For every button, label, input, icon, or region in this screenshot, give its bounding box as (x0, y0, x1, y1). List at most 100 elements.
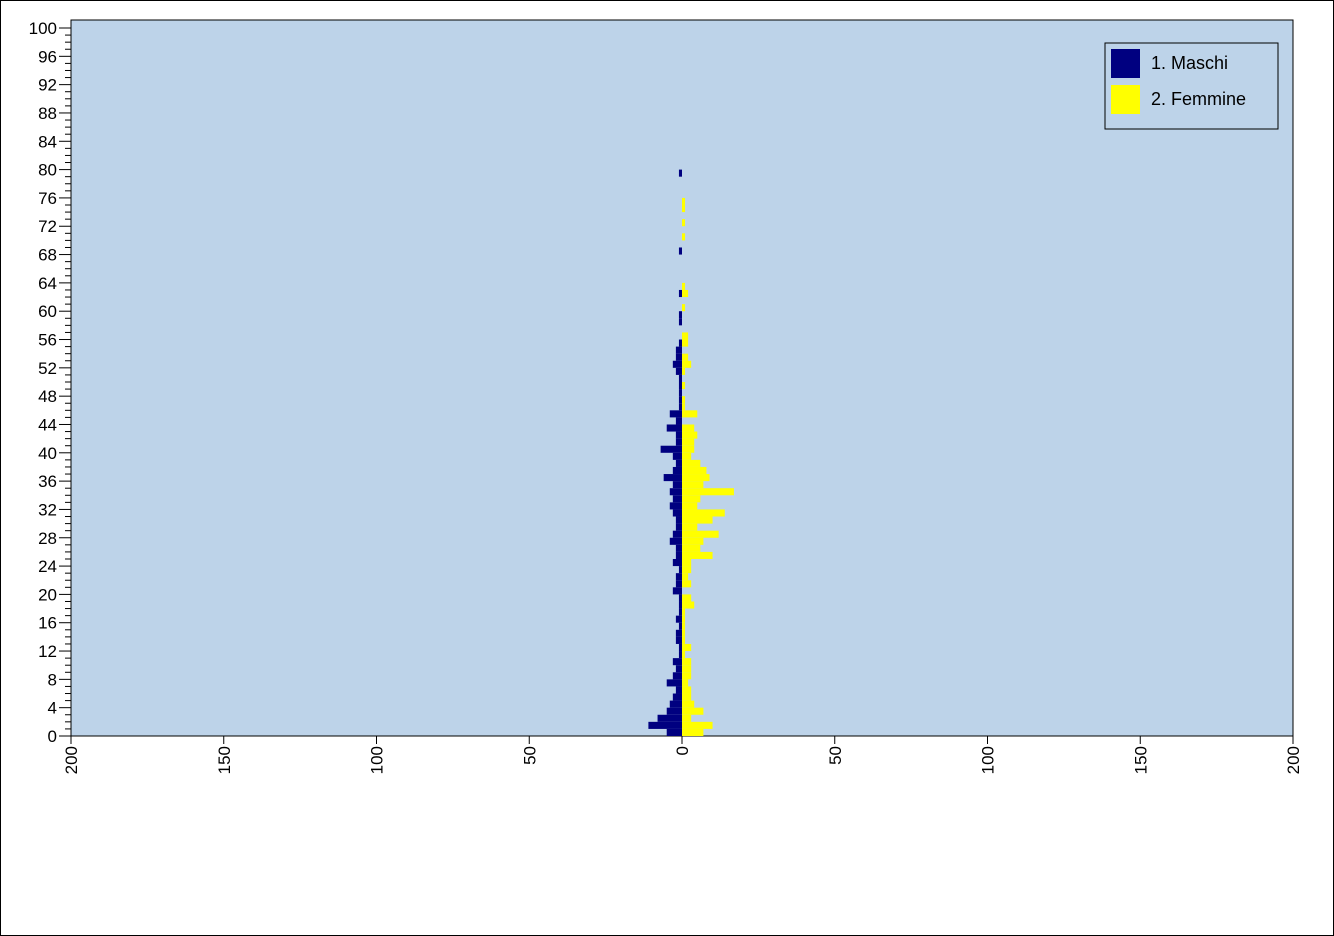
bar-maschi-age-48 (678, 389, 682, 397)
y-tick-label: 0 (48, 727, 57, 746)
x-tick-label: 50 (826, 746, 845, 765)
bar-maschi-age-45 (669, 410, 682, 418)
bar-maschi-age-26 (675, 544, 682, 552)
legend: 1. Maschi 2. Femmine (1104, 42, 1279, 130)
bar-femmine-age-31 (682, 509, 725, 517)
bar-maschi-age-42 (675, 431, 682, 439)
bar-maschi-age-24 (672, 559, 682, 567)
bar-maschi-age-19 (678, 594, 682, 602)
y-tick-label: 52 (38, 359, 57, 378)
bar-femmine-age-7 (682, 679, 689, 687)
y-tick-label: 4 (48, 699, 57, 718)
bar-maschi-age-2 (657, 714, 682, 722)
bar-maschi-age-46 (678, 403, 682, 411)
bar-femmine-age-26 (682, 544, 701, 552)
bar-femmine-age-41 (682, 438, 695, 446)
bar-femmine-age-37 (682, 466, 707, 475)
y-tick-label: 48 (38, 387, 57, 406)
bar-femmine-age-38 (682, 459, 701, 467)
bar-femmine-age-2 (682, 714, 692, 722)
x-tick-label: 0 (673, 746, 692, 755)
y-tick-label: 12 (38, 642, 57, 661)
bar-femmine-age-4 (682, 700, 695, 708)
y-tick-label: 16 (38, 614, 57, 633)
bar-femmine-age-9 (682, 665, 692, 673)
bar-femmine-age-5 (682, 693, 692, 701)
bar-maschi-age-79 (678, 169, 682, 177)
bar-maschi-age-27 (669, 537, 682, 545)
bar-maschi-age-68 (678, 247, 682, 255)
bar-femmine-age-1 (682, 721, 713, 729)
bar-maschi-age-33 (672, 495, 682, 503)
bar-maschi-age-10 (672, 658, 682, 666)
bar-femmine-age-49 (682, 382, 686, 390)
bar-femmine-age-16 (682, 615, 686, 623)
bar-femmine-age-42 (682, 431, 698, 439)
x-tick-label: 200 (1284, 746, 1303, 774)
bar-femmine-age-39 (682, 452, 692, 460)
bar-femmine-age-6 (682, 686, 692, 694)
bar-maschi-age-55 (678, 339, 682, 347)
y-tick-label: 36 (38, 472, 57, 491)
bar-maschi-age-18 (678, 601, 682, 609)
bar-femmine-age-25 (682, 551, 713, 559)
y-tick-label: 60 (38, 302, 57, 321)
y-tick-label: 100 (29, 19, 57, 38)
bar-femmine-age-12 (682, 643, 692, 652)
bar-maschi-age-54 (675, 346, 682, 354)
bar-maschi-age-25 (675, 551, 682, 559)
y-tick-label: 72 (38, 217, 57, 236)
bar-femmine-age-43 (682, 424, 695, 432)
bar-femmine-age-36 (682, 474, 710, 482)
bar-maschi-age-49 (678, 382, 682, 390)
bar-maschi-age-39 (672, 452, 682, 460)
y-tick-label: 8 (48, 670, 57, 689)
x-tick-label: 100 (368, 746, 387, 774)
bar-maschi-age-8 (672, 672, 682, 680)
bar-maschi-age-23 (678, 566, 682, 574)
bar-maschi-age-41 (675, 438, 682, 446)
bar-femmine-age-45 (682, 410, 698, 418)
bar-femmine-age-34 (682, 488, 734, 496)
bar-femmine-age-22 (682, 573, 689, 581)
bar-femmine-age-19 (682, 594, 692, 602)
bar-femmine-age-32 (682, 502, 698, 510)
bar-femmine-age-46 (682, 403, 686, 411)
bar-maschi-age-51 (675, 367, 682, 375)
bar-femmine-age-63 (682, 282, 686, 290)
bar-femmine-age-60 (682, 304, 686, 312)
y-tick-label: 88 (38, 104, 57, 123)
bar-femmine-age-10 (682, 658, 692, 666)
legend-label-maschi: 1. Maschi (1151, 53, 1228, 73)
bar-maschi-age-4 (669, 700, 682, 708)
bar-maschi-age-3 (666, 707, 682, 715)
y-tick-label: 20 (38, 585, 57, 604)
legend-swatch-femmine (1111, 85, 1140, 114)
bar-femmine-age-15 (682, 622, 686, 630)
bar-femmine-age-55 (682, 339, 689, 347)
bar-maschi-age-15 (678, 622, 682, 630)
y-tick-label: 28 (38, 529, 57, 548)
bar-maschi-age-47 (678, 396, 682, 404)
y-tick-label: 92 (38, 76, 57, 95)
bar-femmine-age-62 (682, 289, 689, 298)
bar-maschi-age-22 (675, 573, 682, 581)
bar-femmine-age-74 (682, 205, 686, 213)
y-tick-label: 64 (38, 274, 57, 293)
y-tick-label: 84 (38, 132, 57, 151)
bar-maschi-age-30 (675, 516, 682, 524)
bar-femmine-age-30 (682, 516, 713, 524)
legend-swatch-maschi (1111, 49, 1140, 78)
bar-maschi-age-13 (675, 636, 682, 644)
bar-femmine-age-33 (682, 495, 701, 503)
bar-femmine-age-0 (682, 728, 704, 736)
y-axis: 0481216202428323640444852566064687276808… (29, 19, 72, 746)
y-tick-label: 80 (38, 161, 57, 180)
bar-femmine-age-18 (682, 601, 695, 609)
bar-maschi-age-52 (672, 360, 682, 368)
bar-femmine-age-8 (682, 672, 692, 680)
bar-femmine-age-29 (682, 523, 698, 531)
bar-femmine-age-14 (682, 629, 686, 637)
bar-femmine-age-52 (682, 360, 692, 368)
